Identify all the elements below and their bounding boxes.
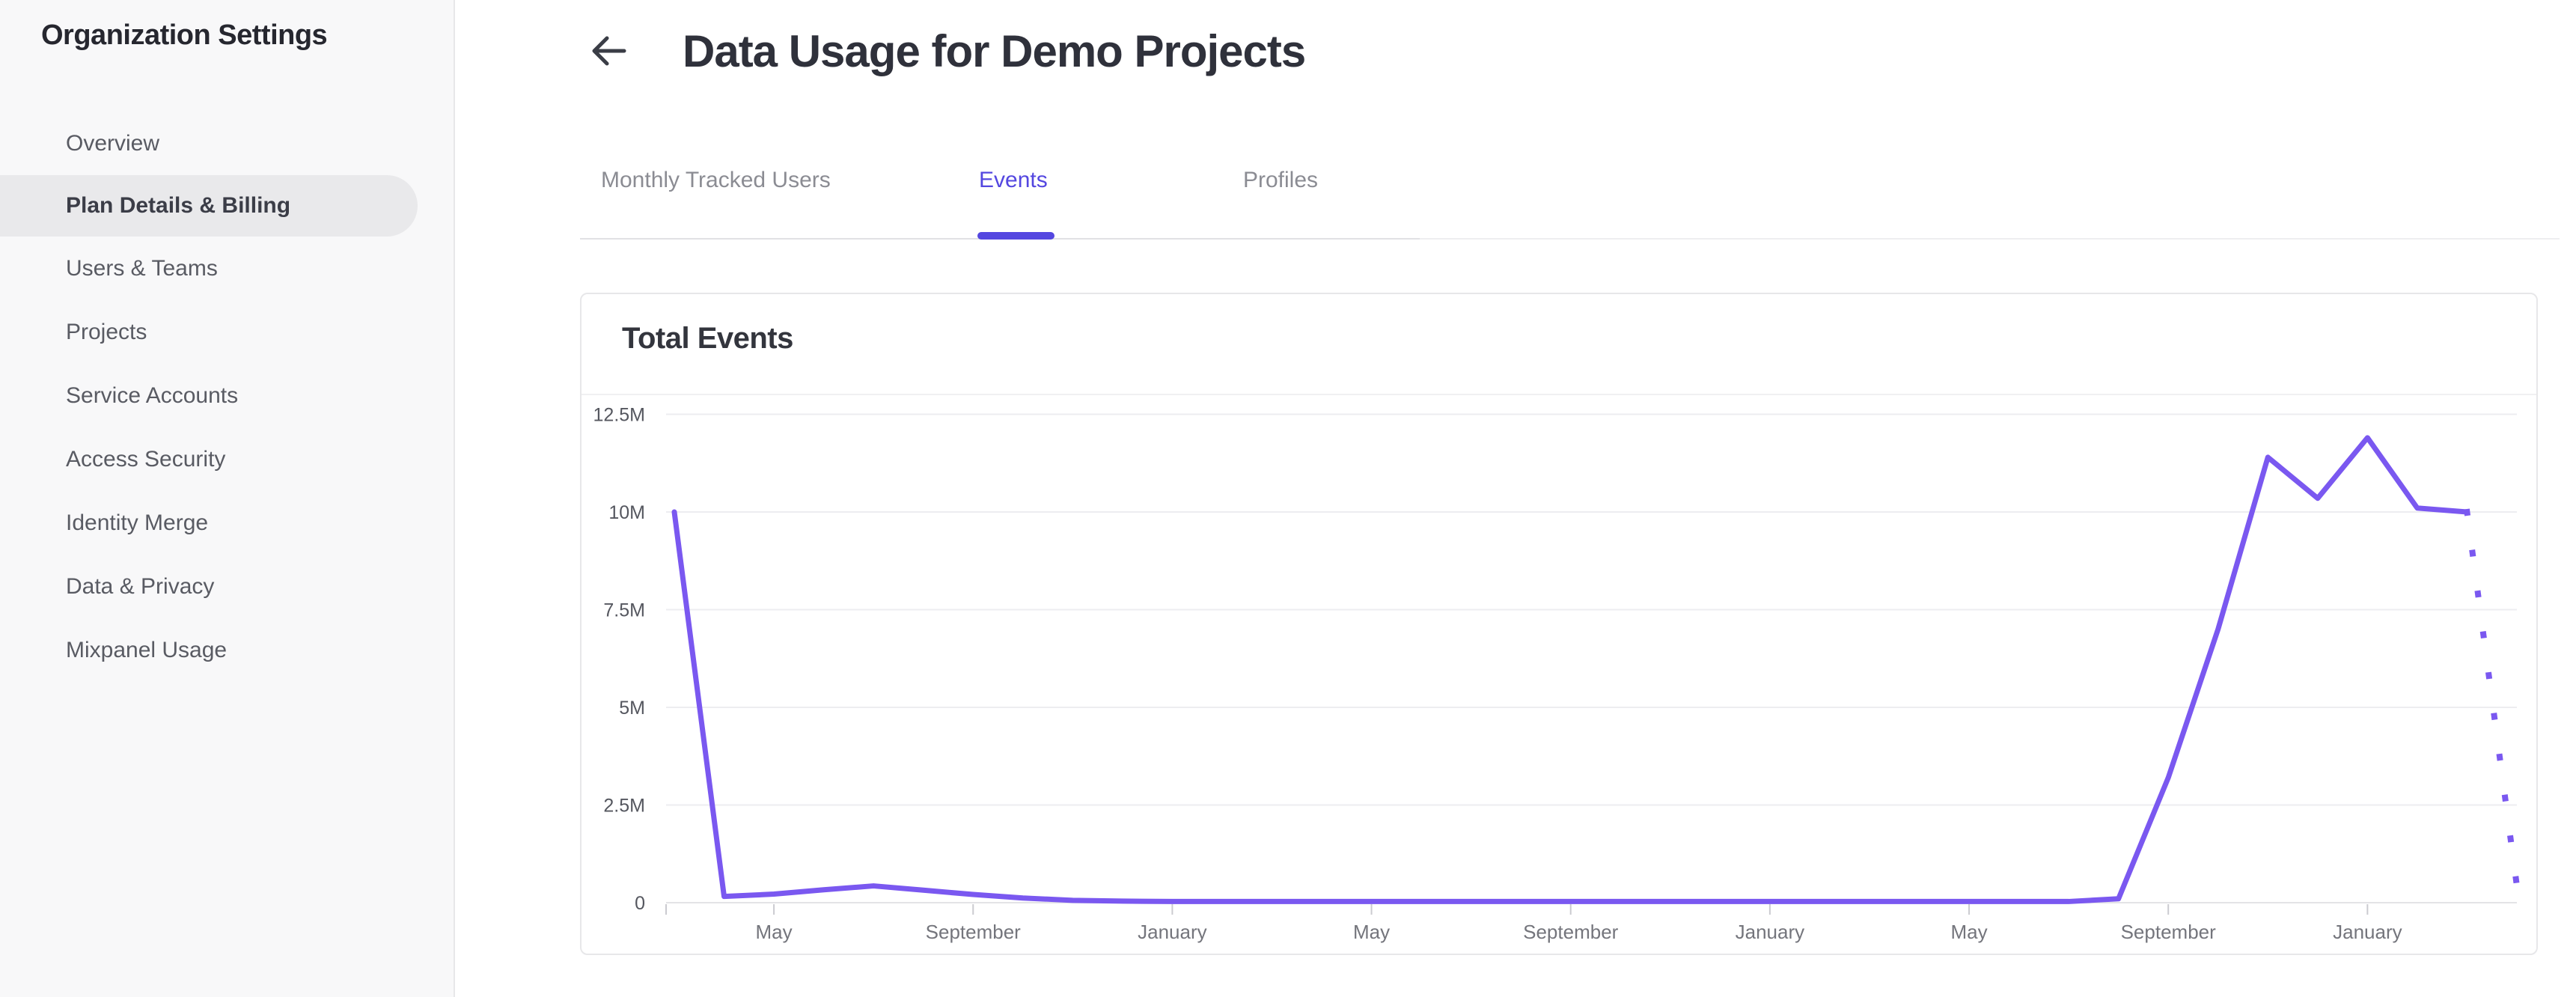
tab-monthly-tracked-users[interactable]: Monthly Tracked Users [601, 168, 831, 192]
active-tab-indicator [977, 232, 1054, 240]
sidebar-item-overview[interactable]: Overview [66, 130, 160, 156]
sidebar: Organization Settings Overview Plan Deta… [0, 0, 455, 997]
card-title: Total Events [622, 322, 793, 355]
sidebar-item-mixpanel-usage[interactable]: Mixpanel Usage [66, 637, 228, 662]
card-header-divider [582, 394, 2536, 395]
sidebar-nav: Overview Plan Details & Billing Users & … [0, 112, 455, 682]
back-button[interactable] [588, 33, 629, 69]
sidebar-item-identity-merge[interactable]: Identity Merge [66, 510, 209, 535]
sidebar-item-plan-details-billing[interactable]: Plan Details & Billing [0, 175, 418, 237]
sidebar-item-users-teams[interactable]: Users & Teams [66, 255, 218, 281]
page-title: Data Usage for Demo Projects [683, 26, 1306, 76]
left-arrow-icon [592, 36, 626, 66]
tab-profiles[interactable]: Profiles [1243, 168, 1319, 192]
sidebar-item-data-privacy[interactable]: Data & Privacy [66, 573, 215, 599]
sidebar-item-service-accounts[interactable]: Service Accounts [66, 382, 239, 408]
sidebar-title: Organization Settings [41, 19, 328, 51]
sidebar-item-projects[interactable]: Projects [66, 319, 147, 344]
tabs-bottom-border-extension [1420, 238, 2560, 240]
chart-plot-area[interactable] [666, 404, 2517, 903]
sidebar-item-access-security[interactable]: Access Security [66, 446, 226, 472]
tab-events[interactable]: Events [979, 168, 1048, 192]
